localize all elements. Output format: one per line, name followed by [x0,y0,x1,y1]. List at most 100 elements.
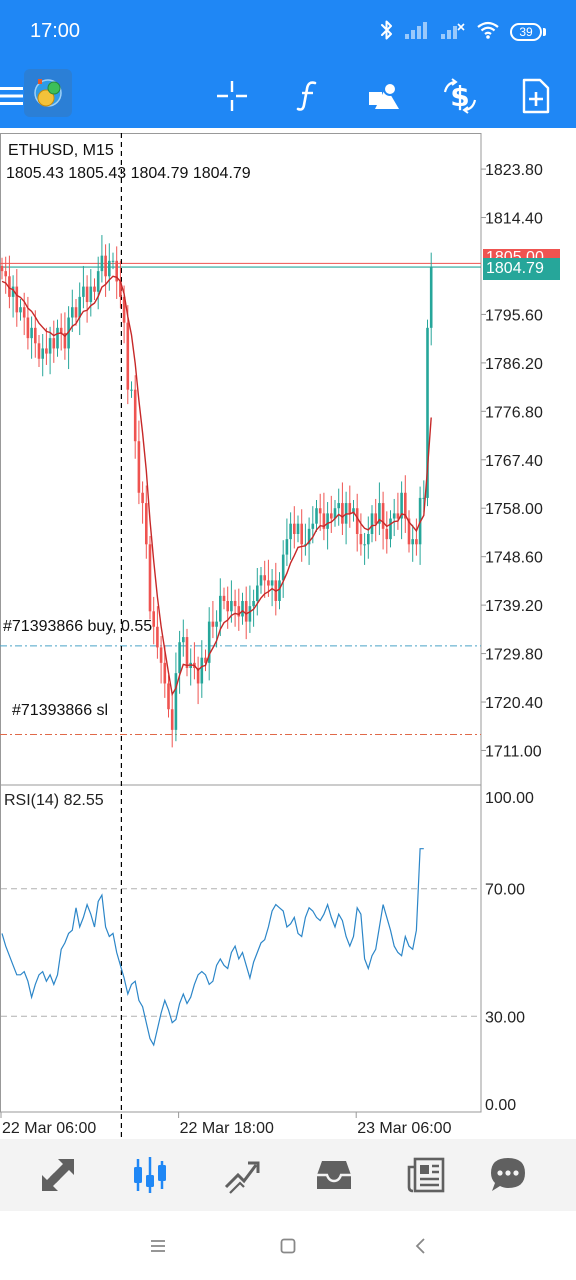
candle-body [296,523,300,534]
price-tick-label: 1711.00 [485,743,542,760]
price-tick-label: 1786.20 [485,356,543,373]
trade-icon[interactable]: $ [436,72,484,120]
menu-icon[interactable] [0,72,32,120]
candle-body [429,267,433,328]
candle-body [74,307,78,318]
stop-loss-label[interactable]: #71393866 sl [12,702,109,719]
candle-body [385,528,389,540]
candle-body [4,271,7,277]
price-chart[interactable]: 1823.80 1814.40 1795.60 1786.20 1776.80 1767.… [0,133,576,1139]
ohlc-label: 1805.43 1805.43 1804.79 1804.79 [6,165,251,182]
candle-body [137,441,141,493]
candle-body [148,544,152,612]
rsi-tick-label: 30.00 [485,1009,525,1026]
price-tick-label: 1776.80 [485,404,543,421]
candle-body [211,621,215,627]
candle-body [256,585,259,601]
candle-body [404,492,407,519]
chart-area[interactable]: 1823.80 1814.40 1795.60 1786.20 1776.80 1767.… [0,133,576,1139]
candle-body [370,513,374,534]
candle-body [96,271,100,292]
candle-body [315,508,318,524]
status-time: 17:00 [30,20,81,42]
candle-body [119,281,122,297]
bid-price-badge: 1804.79 [483,258,560,280]
candle-body [89,286,93,303]
time-tick-label: 22 Mar 18:00 [180,1120,274,1137]
back-icon[interactable] [400,1231,440,1261]
system-nav-bar [0,1211,576,1280]
rsi-tick-label: 0.00 [485,1097,516,1114]
buy-order-label[interactable]: #71393866 buy, 0.55 [3,618,153,635]
candle-body [34,327,37,344]
candle-body [122,296,126,323]
bottom-nav [0,1139,576,1211]
toolbar: $ [0,64,576,128]
candle-body [422,497,426,499]
candle-body [337,503,340,509]
history-icon[interactable] [304,1151,364,1199]
function-icon[interactable] [284,72,332,120]
candle-body [407,518,411,545]
candle-body [100,255,104,272]
candle-body [259,575,263,586]
candle-body [167,683,170,710]
candle-body [367,533,370,545]
candle-body [252,600,255,607]
candle-body [263,575,266,581]
candle-body [8,276,11,297]
candle-body [185,637,189,669]
candle-body [56,327,59,349]
candle-body [152,611,155,627]
objects-icon[interactable] [360,72,408,120]
candle-body [285,539,289,555]
trade-icon[interactable] [212,1151,272,1199]
status-icons: 39 [380,18,546,46]
ask-price-text: 1805.00 [486,249,544,258]
recents-icon[interactable] [138,1231,178,1261]
candle-body [389,518,392,540]
candle-body [300,523,303,545]
candle-body [196,668,200,684]
candle-body [159,647,163,663]
chart-icon[interactable] [120,1151,180,1199]
home-icon[interactable] [268,1231,308,1261]
news-icon[interactable] [396,1151,456,1199]
candle-body [378,503,381,524]
candle-body [19,307,22,313]
candle-body [85,286,89,303]
candle-body [348,503,352,514]
candle-body [104,255,107,277]
battery-level: 39 [510,23,542,41]
candle-body [352,508,355,514]
candle-body [270,580,274,586]
candle-body [355,508,359,534]
candle-body [174,673,178,730]
candle-body [163,662,167,684]
quotes-icon[interactable] [28,1151,88,1199]
new-order-icon[interactable] [512,72,560,120]
messages-icon[interactable] [478,1151,538,1199]
price-tick-label: 1814.40 [485,211,543,228]
candle-body [400,492,403,519]
candle-body [30,327,33,339]
candle-body [222,595,226,601]
candle-body [26,317,30,339]
app-logo[interactable] [24,69,72,117]
candle-body [267,580,270,586]
price-tick-label: 1729.80 [485,647,543,664]
rsi-line [1,848,424,1047]
candle-body [182,637,185,643]
candle-body [330,513,333,519]
rsi-label: RSI(14) 82.55 [4,792,104,809]
crosshair-icon[interactable] [208,72,256,120]
candle-body [200,657,204,684]
candle-body [141,492,144,504]
candle-body [307,528,311,545]
candle-body [278,580,281,601]
plot-frame [0,133,482,1113]
candle-body [52,338,56,349]
price-tick-label: 1748.60 [485,550,543,567]
candle-body [15,286,19,313]
